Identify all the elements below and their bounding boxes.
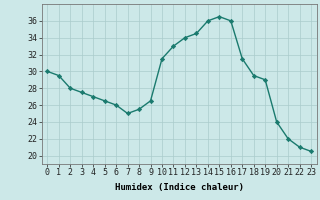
X-axis label: Humidex (Indice chaleur): Humidex (Indice chaleur): [115, 183, 244, 192]
